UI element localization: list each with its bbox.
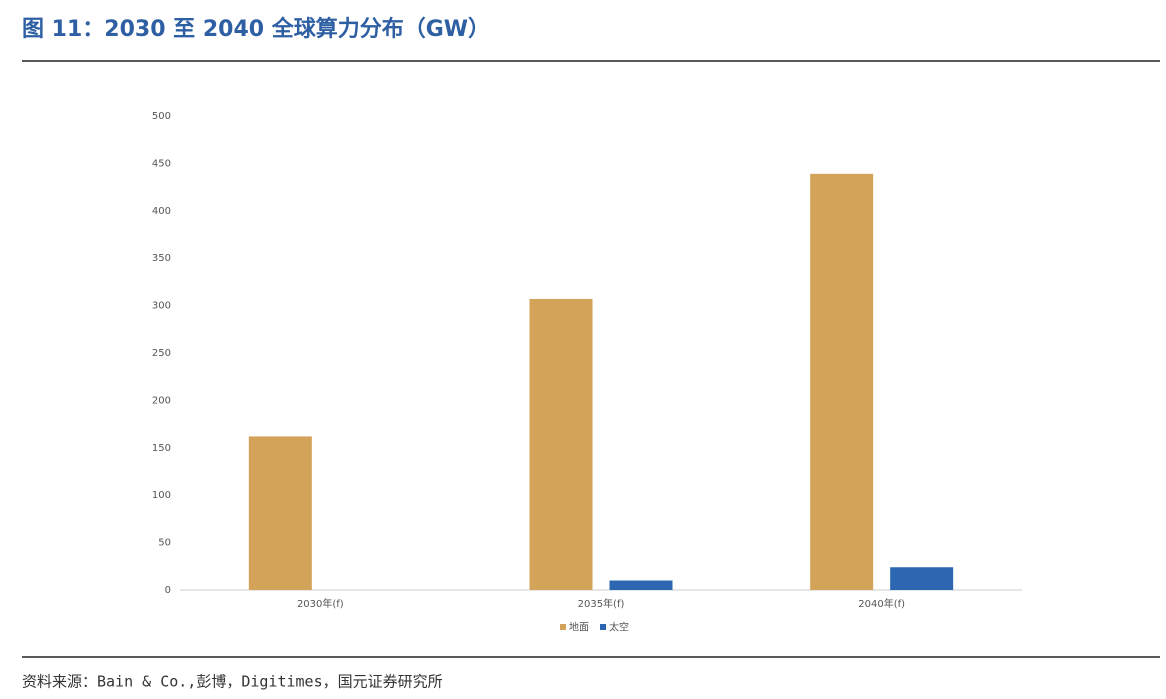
bar (529, 298, 593, 590)
y-tick-label: 350 (152, 253, 171, 264)
y-tick-label: 400 (152, 206, 171, 217)
y-tick-label: 250 (152, 348, 171, 359)
legend-swatch (560, 624, 566, 630)
y-tick-label: 0 (165, 585, 171, 596)
x-tick-label: 2030年(f) (297, 597, 344, 610)
bar (609, 580, 673, 590)
x-tick-label: 2035年(f) (578, 597, 625, 610)
bar (890, 567, 954, 590)
y-tick-label: 500 (152, 111, 171, 122)
y-tick-label: 50 (158, 538, 171, 549)
y-tick-label: 200 (152, 395, 171, 406)
legend-label: 太空 (609, 621, 629, 634)
x-tick-label: 2040年(f) (858, 597, 905, 610)
y-tick-label: 300 (152, 301, 171, 312)
bar (248, 436, 312, 590)
source-note: 资料来源：Bain & Co.,彭博，Digitimes，国元证券研究所 (22, 673, 443, 691)
chart-title: 图 11：2030 至 2040 全球算力分布（GW） (22, 16, 490, 42)
y-tick-label: 450 (152, 158, 171, 169)
y-tick-label: 100 (152, 490, 171, 501)
y-tick-label: 150 (152, 443, 171, 454)
bar (810, 173, 874, 590)
legend-label: 地面 (569, 621, 589, 634)
legend-swatch (600, 624, 606, 630)
